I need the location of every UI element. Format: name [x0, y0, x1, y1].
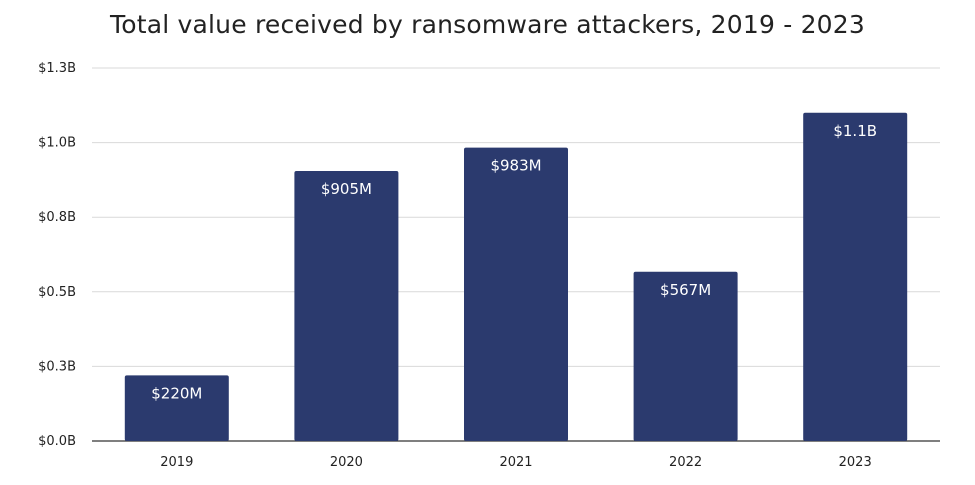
- x-tick-label: 2023: [839, 455, 872, 470]
- bar-value-label: $983M: [490, 157, 541, 175]
- x-tick-label: 2019: [160, 455, 193, 470]
- y-tick-label: $0.3B: [38, 359, 76, 374]
- x-tick-label: 2021: [499, 455, 532, 470]
- y-tick-label: $0.0B: [38, 434, 76, 449]
- bars: $220M $905M $983M $567M $1.1B: [124, 112, 908, 442]
- y-axis-ticks: $0.0B $0.3B $0.5B $0.8B $1.0B $1.3B: [38, 61, 76, 449]
- y-tick-label: $1.0B: [38, 136, 76, 151]
- bar-value-label: $567M: [660, 281, 711, 299]
- bar-value-label: $1.1B: [833, 122, 877, 140]
- bar-2023: [803, 112, 908, 441]
- bar-value-label: $220M: [151, 384, 202, 402]
- x-axis-ticks: 2019 2020 2021 2022 2023: [160, 455, 871, 470]
- bar-value-label: $905M: [321, 180, 372, 198]
- y-tick-label: $0.5B: [38, 285, 76, 300]
- y-tick-label: $1.3B: [38, 61, 76, 76]
- chart-title: Total value received by ransomware attac…: [109, 10, 865, 39]
- x-tick-label: 2022: [669, 455, 702, 470]
- bar-2019: [124, 375, 229, 441]
- bar-2020: [294, 170, 399, 441]
- y-tick-label: $0.8B: [38, 210, 76, 225]
- bar-2021: [464, 147, 568, 442]
- x-tick-label: 2020: [330, 455, 363, 470]
- bar-2022: [633, 271, 738, 441]
